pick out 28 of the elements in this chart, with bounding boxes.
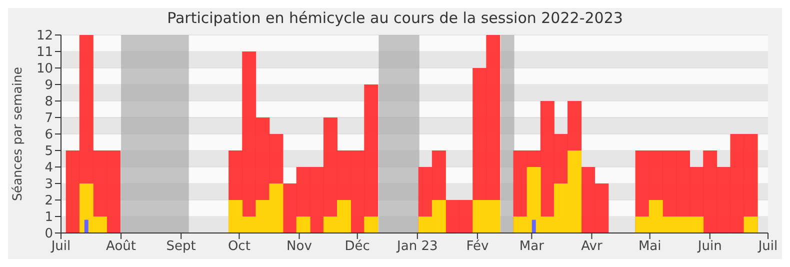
y-tick-label: 5: [44, 144, 53, 160]
x-tick-label: Juin: [696, 239, 722, 254]
chart-title: Participation en hémicycle au cours de la session 2022-2023: [166, 8, 624, 28]
y-tick-label: 4: [44, 160, 53, 176]
x-tick-label: Déc: [344, 239, 370, 254]
x-tick-label: Oct: [228, 239, 250, 254]
y-tick-label: 2: [44, 194, 53, 209]
x-tick-label: Jan 23: [396, 239, 438, 254]
y-tick-label: 12: [36, 28, 53, 44]
x-tick-label: Juil: [757, 239, 778, 254]
x-tick-label: Fév: [466, 239, 489, 254]
x-tick-label: Nov: [286, 239, 312, 254]
x-tick-label: Juil: [50, 239, 71, 254]
y-tick-label: 10: [36, 62, 53, 77]
x-tick-label: Août: [106, 239, 136, 254]
x-tick-label: Mai: [638, 239, 662, 254]
x-tick-label: Sept: [166, 239, 196, 254]
x-tick-label: Mar: [519, 239, 545, 254]
x-tick-label: Avr: [581, 239, 603, 254]
y-axis-title: Séances par semaine: [9, 66, 24, 202]
y-tick-label: 8: [44, 94, 53, 110]
y-tick-label: 11: [36, 45, 53, 60]
y-tick-label: 7: [44, 111, 53, 126]
y-tick-label: 1: [44, 210, 53, 226]
y-tick-label: 3: [44, 177, 53, 192]
y-tick-label: 0: [44, 226, 53, 242]
y-tick-label: 9: [44, 78, 53, 94]
y-tick-label: 6: [44, 128, 53, 143]
